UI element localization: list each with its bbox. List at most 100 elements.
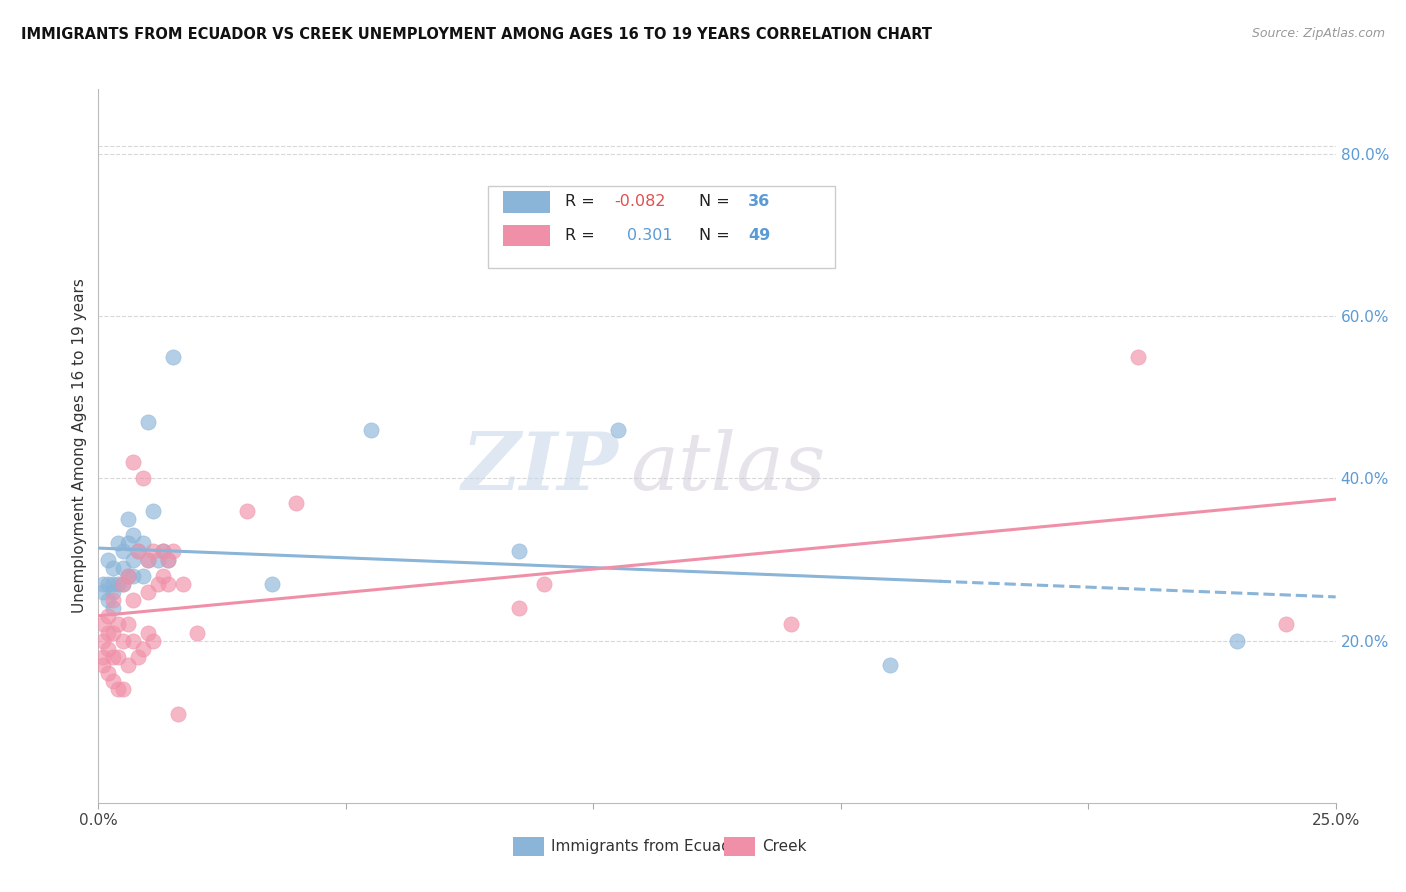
Text: Immigrants from Ecuador: Immigrants from Ecuador xyxy=(551,839,747,854)
Point xyxy=(112,544,135,558)
Point xyxy=(136,415,159,429)
Point xyxy=(533,577,555,591)
FancyBboxPatch shape xyxy=(503,225,550,246)
Point xyxy=(172,577,194,591)
Point xyxy=(103,560,125,574)
Point xyxy=(122,528,145,542)
Point xyxy=(156,577,179,591)
Point xyxy=(112,577,135,591)
Point xyxy=(146,552,169,566)
Point xyxy=(136,625,159,640)
Point xyxy=(132,536,155,550)
Point xyxy=(107,577,129,591)
Point xyxy=(607,423,630,437)
Point xyxy=(127,544,149,558)
Point xyxy=(152,544,174,558)
Text: ZIP: ZIP xyxy=(461,429,619,506)
Point xyxy=(260,577,283,591)
Point xyxy=(117,568,139,582)
Point xyxy=(236,504,259,518)
Point xyxy=(103,593,125,607)
Point xyxy=(93,585,115,599)
Point xyxy=(122,568,145,582)
FancyBboxPatch shape xyxy=(503,191,550,212)
Point xyxy=(122,593,145,607)
Point xyxy=(103,585,125,599)
Point xyxy=(117,657,139,672)
Point xyxy=(152,544,174,558)
Point xyxy=(186,625,208,640)
Point xyxy=(107,536,129,550)
Point xyxy=(132,641,155,656)
Point xyxy=(122,455,145,469)
Text: N =: N = xyxy=(699,228,734,243)
Point xyxy=(156,552,179,566)
Point xyxy=(103,649,125,664)
Point xyxy=(132,568,155,582)
FancyBboxPatch shape xyxy=(488,186,835,268)
Point xyxy=(1226,633,1249,648)
Point xyxy=(97,609,120,624)
Point xyxy=(136,552,159,566)
Point xyxy=(142,633,165,648)
Point xyxy=(117,512,139,526)
Point xyxy=(508,601,530,615)
Text: 49: 49 xyxy=(748,228,770,243)
Text: 0.301: 0.301 xyxy=(627,228,672,243)
Point xyxy=(1275,617,1298,632)
Text: Source: ZipAtlas.com: Source: ZipAtlas.com xyxy=(1251,27,1385,40)
Point xyxy=(97,666,120,681)
Point xyxy=(136,585,159,599)
Point xyxy=(132,471,155,485)
Text: Creek: Creek xyxy=(762,839,807,854)
Text: R =: R = xyxy=(565,194,600,210)
Point xyxy=(112,633,135,648)
Text: IMMIGRANTS FROM ECUADOR VS CREEK UNEMPLOYMENT AMONG AGES 16 TO 19 YEARS CORRELAT: IMMIGRANTS FROM ECUADOR VS CREEK UNEMPLO… xyxy=(21,27,932,42)
Text: 36: 36 xyxy=(748,194,770,210)
Point xyxy=(879,657,901,672)
Point xyxy=(112,577,135,591)
Point xyxy=(117,536,139,550)
Point xyxy=(97,625,120,640)
Y-axis label: Unemployment Among Ages 16 to 19 years: Unemployment Among Ages 16 to 19 years xyxy=(72,278,87,614)
Point xyxy=(117,617,139,632)
Point xyxy=(162,544,184,558)
Point xyxy=(97,593,120,607)
Text: -0.082: -0.082 xyxy=(614,194,666,210)
Point xyxy=(103,674,125,689)
Point xyxy=(360,423,382,437)
Point xyxy=(122,552,145,566)
Point xyxy=(152,568,174,582)
Text: N =: N = xyxy=(699,194,734,210)
Point xyxy=(103,625,125,640)
Point xyxy=(103,601,125,615)
Point xyxy=(117,568,139,582)
Point xyxy=(285,496,308,510)
Point xyxy=(156,552,179,566)
Point xyxy=(162,350,184,364)
Point xyxy=(508,544,530,558)
Point xyxy=(97,577,120,591)
Point xyxy=(107,682,129,697)
Point xyxy=(166,706,188,721)
Text: R =: R = xyxy=(565,228,605,243)
Point xyxy=(107,649,129,664)
Point xyxy=(93,657,115,672)
Point xyxy=(146,577,169,591)
Point xyxy=(136,552,159,566)
Point xyxy=(112,560,135,574)
Point xyxy=(112,682,135,697)
Point xyxy=(1126,350,1149,364)
Text: atlas: atlas xyxy=(630,429,825,506)
Point xyxy=(97,552,120,566)
Point xyxy=(127,544,149,558)
Point xyxy=(107,617,129,632)
Point xyxy=(97,641,120,656)
Point xyxy=(780,617,803,632)
Point xyxy=(142,504,165,518)
Point xyxy=(93,617,115,632)
Point xyxy=(142,544,165,558)
Point xyxy=(103,577,125,591)
Point xyxy=(93,649,115,664)
Point xyxy=(127,649,149,664)
